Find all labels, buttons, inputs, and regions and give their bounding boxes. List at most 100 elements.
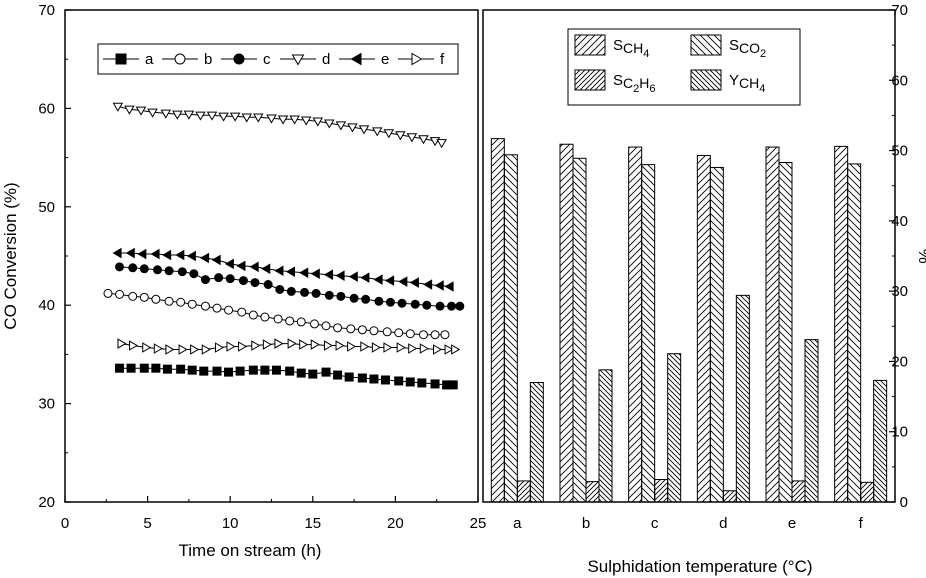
data-point-c — [311, 288, 321, 298]
data-point-e — [125, 247, 135, 259]
data-point-a — [260, 365, 270, 375]
data-point-e — [200, 252, 210, 264]
data-point-a — [224, 367, 234, 377]
data-point-d — [300, 116, 312, 126]
data-point-f — [419, 343, 429, 354]
data-point-e — [409, 277, 419, 288]
data-point-e — [335, 270, 345, 281]
bar-SC2H6-f — [860, 481, 875, 503]
right-legend: SCH4 SCO2 SC2H6 YCH4 — [567, 28, 801, 106]
data-point-e — [261, 263, 271, 275]
bar-SCH4-c — [628, 146, 643, 503]
data-point-c — [200, 275, 210, 285]
data-point-d — [172, 110, 183, 120]
data-point-b — [273, 314, 283, 324]
left-x-tick-label: 25 — [470, 515, 487, 532]
data-point-d — [418, 135, 429, 145]
data-point-d — [335, 121, 347, 131]
series-b — [103, 288, 450, 340]
data-point-d — [312, 117, 324, 127]
legend-label-SCH4: SCH4 — [613, 37, 649, 60]
data-point-e — [274, 265, 284, 277]
right-x-axis-title: Sulphidation temperature (°C) — [587, 557, 812, 576]
data-point-d — [135, 106, 147, 116]
legend-label-b: b — [204, 51, 212, 68]
bar-SCO2-f — [847, 163, 862, 503]
left-legend: a b c d e f — [97, 43, 459, 75]
data-point-c — [447, 301, 457, 311]
data-point-a — [417, 378, 427, 388]
data-point-f — [214, 342, 225, 353]
data-point-c — [250, 278, 260, 288]
right-y-tick-label: 50 — [891, 143, 908, 160]
data-point-b — [164, 296, 174, 306]
data-point-a — [187, 365, 197, 375]
legend-marker-f — [411, 52, 423, 66]
data-point-c — [361, 294, 371, 304]
data-point-d — [183, 110, 195, 120]
data-point-f — [408, 343, 418, 354]
data-point-a — [333, 370, 343, 380]
data-point-b — [237, 307, 247, 317]
data-point-c — [225, 274, 235, 284]
series-e — [112, 247, 454, 292]
series-line-e — [117, 252, 450, 287]
legend-marker-e — [350, 52, 362, 66]
data-point-d — [383, 129, 395, 139]
right-x-tick-label: a — [513, 515, 522, 532]
data-point-e — [299, 267, 309, 278]
data-point-a — [271, 365, 281, 375]
bar-SCH4-a — [490, 138, 505, 503]
bar-SC2H6-c — [654, 479, 669, 503]
bar-group-e — [765, 146, 819, 503]
bar-group-d — [696, 154, 750, 503]
legend-swatch-SCH4 — [574, 34, 606, 56]
legend-label-c: c — [263, 51, 271, 68]
data-point-b — [285, 316, 295, 326]
data-point-a — [308, 369, 318, 379]
data-point-b — [224, 305, 234, 315]
data-point-d — [436, 139, 447, 149]
data-point-e — [211, 254, 221, 266]
data-point-d — [266, 114, 277, 124]
data-point-c — [128, 263, 138, 273]
right-x-tick-label: c — [651, 515, 659, 532]
legend-swatch-SCO2 — [690, 34, 722, 56]
data-point-b — [128, 291, 138, 301]
data-point-f — [238, 341, 248, 352]
data-point-d — [406, 133, 418, 143]
data-point-d — [241, 113, 252, 123]
data-point-c — [115, 262, 125, 272]
data-point-f — [287, 338, 297, 349]
bar-group-a — [490, 138, 544, 503]
data-point-e — [323, 269, 334, 280]
data-point-f — [226, 341, 236, 352]
data-point-e — [186, 250, 196, 262]
data-point-c — [422, 300, 432, 310]
data-point-f — [383, 342, 393, 353]
data-point-a — [162, 364, 172, 374]
bar-YCH4-b — [598, 369, 613, 503]
left-x-tick-label: 5 — [143, 515, 151, 532]
data-point-c — [300, 287, 310, 297]
data-point-a — [235, 366, 245, 376]
data-point-b — [176, 297, 186, 307]
right-x-tick-label: b — [582, 515, 590, 532]
data-point-b — [357, 325, 367, 335]
right-y-tick-label: 20 — [891, 353, 908, 370]
data-point-f — [444, 344, 454, 355]
data-point-b — [296, 317, 306, 327]
data-point-f — [129, 340, 139, 351]
legend-marker-a — [115, 53, 127, 65]
left-x-tick-label: 0 — [61, 515, 69, 532]
bar-group-b — [559, 143, 613, 503]
data-point-f — [274, 338, 284, 349]
left-y-tick-label: 20 — [38, 494, 55, 511]
data-point-e — [162, 249, 172, 261]
data-point-b — [248, 310, 258, 320]
data-point-e — [175, 249, 185, 261]
data-point-a — [380, 375, 390, 385]
data-point-f — [310, 339, 320, 350]
data-point-b — [151, 294, 161, 304]
